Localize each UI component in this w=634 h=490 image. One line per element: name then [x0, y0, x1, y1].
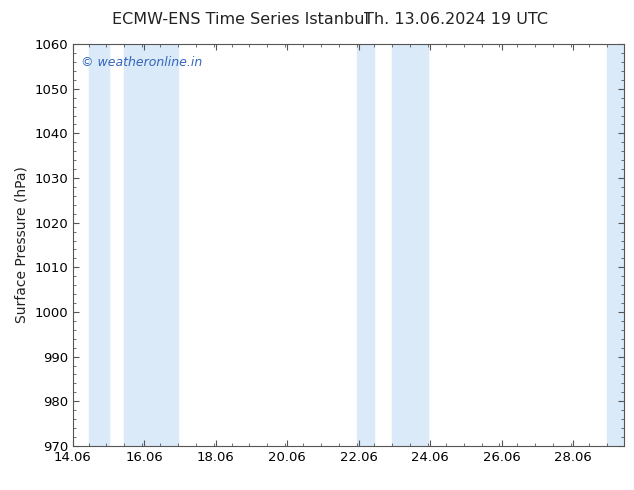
Bar — [392, 44, 428, 446]
Bar — [607, 44, 624, 446]
Text: ECMW-ENS Time Series Istanbul: ECMW-ENS Time Series Istanbul — [112, 12, 370, 27]
Bar — [124, 44, 178, 446]
Bar — [89, 44, 108, 446]
Text: Th. 13.06.2024 19 UTC: Th. 13.06.2024 19 UTC — [365, 12, 548, 27]
Bar — [356, 44, 375, 446]
Text: © weatheronline.in: © weatheronline.in — [81, 56, 202, 69]
Y-axis label: Surface Pressure (hPa): Surface Pressure (hPa) — [15, 167, 29, 323]
